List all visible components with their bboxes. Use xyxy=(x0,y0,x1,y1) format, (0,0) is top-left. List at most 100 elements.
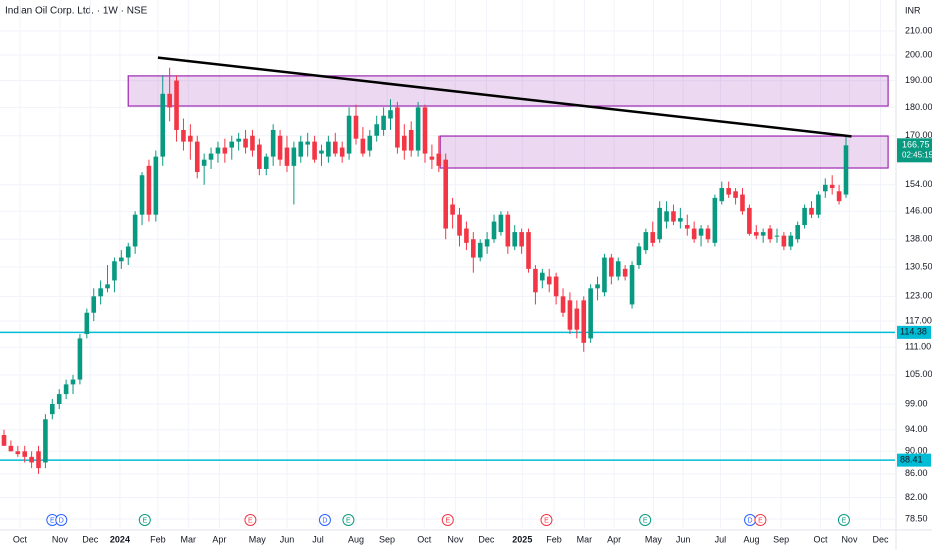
candle-body xyxy=(167,93,172,108)
x-tick-label: Oct xyxy=(813,534,828,544)
candle-body xyxy=(774,235,780,237)
candle-body xyxy=(319,150,324,154)
candle-body xyxy=(802,207,807,226)
candle-body xyxy=(215,147,221,154)
candle-body xyxy=(181,129,186,142)
y-tick-label: 130.50 xyxy=(905,261,932,271)
candle-body xyxy=(332,141,338,154)
event-marker xyxy=(540,514,553,526)
candle-body xyxy=(415,107,421,151)
x-tick-label: Apr xyxy=(212,534,226,544)
candle-body xyxy=(526,232,531,269)
candle-body xyxy=(22,451,28,457)
x-tick-label: 2025 xyxy=(512,534,532,544)
candle-body xyxy=(753,232,759,236)
event-label: D xyxy=(59,517,64,524)
candle-body xyxy=(843,145,849,195)
candle-body xyxy=(250,135,255,151)
chart-title: Indian Oil Corp. Ltd. · 1W · NSE xyxy=(5,6,148,17)
y-tick-label: 210.00 xyxy=(905,25,932,35)
x-tick-label: Oct xyxy=(13,534,28,544)
y-tick-label: 94.00 xyxy=(905,424,928,434)
candle-body xyxy=(698,228,704,236)
candle-body xyxy=(650,232,656,243)
candle-body xyxy=(457,214,462,236)
level-label-box xyxy=(897,453,931,467)
x-tick-label: Mar xyxy=(577,534,593,544)
candle-body xyxy=(346,115,352,154)
candle-body xyxy=(91,296,97,313)
candle-body xyxy=(229,141,235,148)
x-tick-label: Dec xyxy=(82,534,99,544)
candle-body xyxy=(263,156,269,169)
candle-body xyxy=(429,156,435,160)
candle-body xyxy=(1,435,7,446)
candle-body xyxy=(450,204,455,215)
x-tick-label: Jul xyxy=(312,534,324,544)
event-label: E xyxy=(643,517,648,524)
candle-body xyxy=(767,228,773,240)
x-tick-label: Mar xyxy=(181,534,197,544)
candle-body xyxy=(484,239,490,247)
candle-body xyxy=(298,141,304,157)
event-marker xyxy=(342,514,355,526)
candle-body xyxy=(471,239,476,258)
candle-body xyxy=(395,107,400,148)
event-marker xyxy=(138,514,151,526)
candle-body xyxy=(491,221,497,240)
candle-body xyxy=(29,456,34,463)
candle-body xyxy=(533,268,538,293)
candle-body xyxy=(705,228,711,240)
event-label: E xyxy=(544,517,549,524)
candle-body xyxy=(615,261,621,277)
candle-body xyxy=(188,135,193,142)
candle-body xyxy=(629,265,635,305)
candle-body xyxy=(63,384,69,395)
event-label: D xyxy=(322,517,327,524)
candle-body xyxy=(574,308,580,330)
candle-body xyxy=(353,115,359,139)
x-tick-label: Feb xyxy=(546,534,562,544)
event-label: E xyxy=(445,517,450,524)
candle-body xyxy=(125,246,131,258)
candle-body xyxy=(257,144,262,169)
candle-body xyxy=(277,135,283,160)
candle-body xyxy=(643,232,649,251)
candle-body xyxy=(512,232,518,247)
candle-body xyxy=(70,379,76,385)
candle-body xyxy=(312,141,317,160)
candle-body xyxy=(153,156,159,215)
candle-body xyxy=(829,184,835,189)
y-tick-label: 105.00 xyxy=(905,369,932,379)
candle-body xyxy=(139,175,145,215)
candle-body xyxy=(194,141,200,173)
candle-body xyxy=(546,276,552,285)
x-tick-label: Aug xyxy=(348,534,364,544)
event-marker xyxy=(639,514,652,526)
event-label: E xyxy=(50,517,55,524)
candle-body xyxy=(408,129,414,151)
candle-body xyxy=(208,153,214,160)
level-label: 88.41 xyxy=(900,455,923,465)
y-tick-label: 146.00 xyxy=(905,206,932,216)
x-tick-label: Sep xyxy=(379,534,395,544)
candle-body xyxy=(691,228,697,240)
candle-body xyxy=(201,159,207,166)
candle-body xyxy=(684,225,690,229)
candle-body xyxy=(305,141,310,145)
y-tick-label: 123.00 xyxy=(905,291,932,301)
y-tick-label: 86.00 xyxy=(905,468,928,478)
candle-body xyxy=(381,115,386,130)
candle-body xyxy=(43,419,48,463)
y-tick-label: 117.00 xyxy=(905,316,932,326)
event-marker xyxy=(244,514,257,526)
x-tick-label: Oct xyxy=(417,534,432,544)
candle-body xyxy=(98,288,103,297)
candle-body xyxy=(567,300,573,330)
candle-body xyxy=(77,338,83,380)
candle-body xyxy=(719,188,725,202)
x-tick-label: May xyxy=(645,534,663,544)
candle-body xyxy=(119,257,124,262)
